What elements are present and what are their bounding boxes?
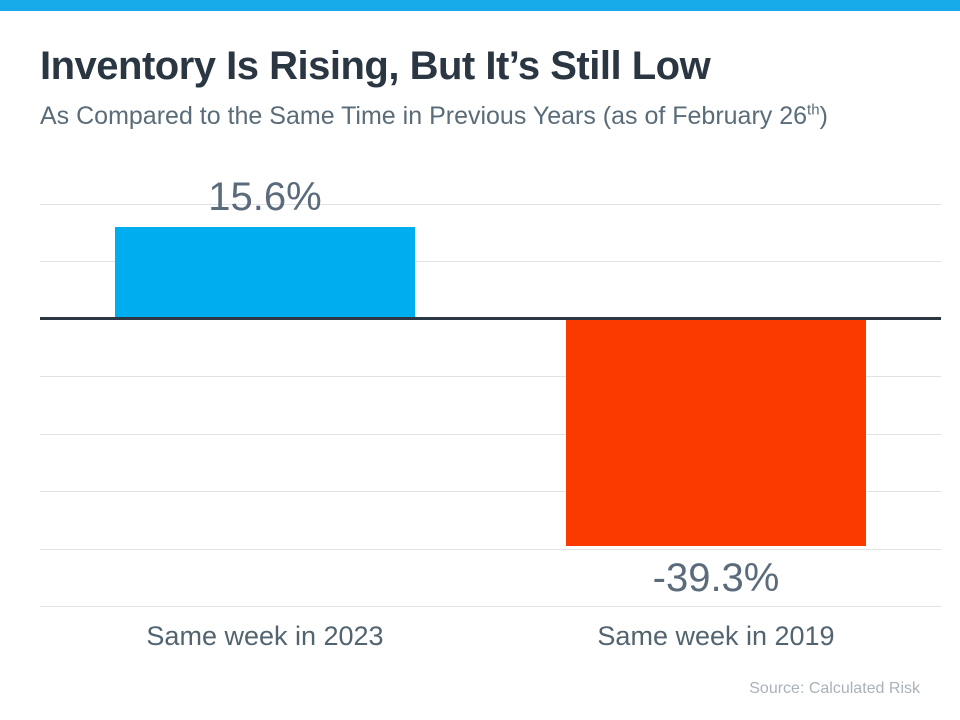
zero-axis-line [40, 317, 941, 320]
subtitle-text: As Compared to the Same Time in Previous… [40, 102, 808, 130]
bar-value-label: 15.6% [208, 175, 322, 219]
gridline [40, 261, 941, 262]
source-credit: Source: Calculated Risk [749, 680, 920, 697]
gridline [40, 434, 941, 435]
subtitle-close-paren: ) [819, 102, 828, 130]
category-label: Same week in 2019 [597, 621, 835, 651]
chart-subtitle: As Compared to the Same Time in Previous… [40, 102, 828, 131]
gridline [40, 606, 941, 607]
subtitle-superscript: th [807, 101, 820, 119]
gridline [40, 376, 941, 377]
gridline [40, 491, 941, 492]
page-title: Inventory Is Rising, But It’s Still Low [40, 44, 711, 88]
bar-same-week-in-2023 [115, 227, 415, 317]
bar-same-week-in-2019 [566, 320, 866, 546]
gridline [40, 204, 941, 205]
top-accent-strip [0, 0, 960, 11]
bar-value-label: -39.3% [652, 556, 780, 600]
gridline [40, 549, 941, 550]
category-label: Same week in 2023 [146, 621, 384, 651]
